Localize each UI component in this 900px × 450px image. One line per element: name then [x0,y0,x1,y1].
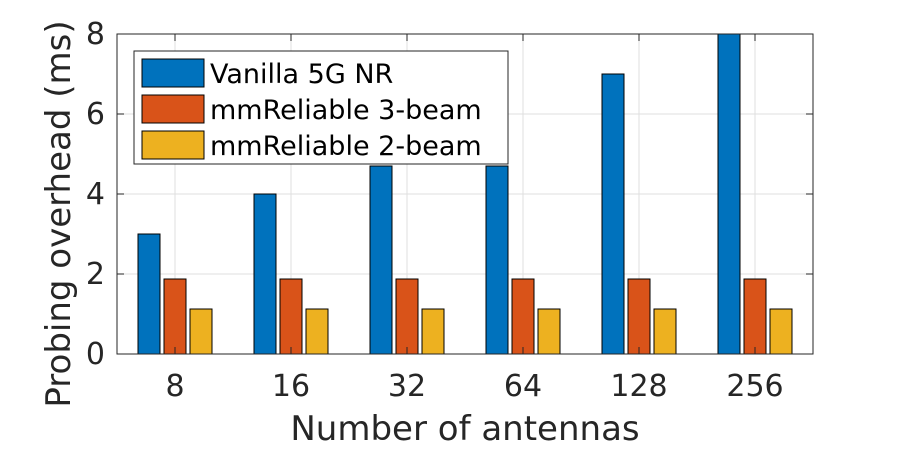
y-tick-label: 8 [86,17,105,52]
y-tick-label: 6 [86,97,105,132]
x-axis-label: Number of antennas [290,409,639,449]
bar [717,33,741,355]
x-axis-ticks: 8 16 32 64 128 256 [165,34,784,404]
bar [769,308,793,355]
bar [395,278,419,355]
bar [485,165,509,355]
legend-label: mmReliable 2-beam [210,131,482,162]
bar [743,278,767,355]
y-tick-label: 0 [86,337,105,372]
legend-swatch [141,94,205,124]
y-axis-label: Probing overhead (ms) [39,20,79,407]
bar [369,165,393,355]
y-axis-ticks: 0 2 4 6 8 [86,17,813,372]
legend: Vanilla 5G NR mmReliable 3-beam mmReliable… [133,50,509,165]
bar [601,73,625,355]
bar [253,193,277,355]
x-tick-label: 128 [610,369,667,404]
x-tick-label: 64 [504,369,542,404]
bar [653,308,677,355]
x-tick-label: 8 [165,369,184,404]
legend-swatch [141,58,205,88]
bar [305,308,329,355]
legend-label: Vanilla 5G NR [210,59,393,90]
bar [511,278,535,355]
bar [137,233,161,355]
bar [189,308,213,355]
bar [627,278,651,355]
y-tick-label: 4 [86,177,105,212]
bar [421,308,445,355]
y-tick-label: 2 [86,257,105,292]
legend-swatch [141,130,205,160]
x-tick-label: 16 [272,369,310,404]
x-tick-label: 256 [726,369,783,404]
x-tick-label: 32 [388,369,426,404]
bar [163,278,187,355]
bar [279,278,303,355]
legend-label: mmReliable 3-beam [210,95,482,126]
bar [537,308,561,355]
